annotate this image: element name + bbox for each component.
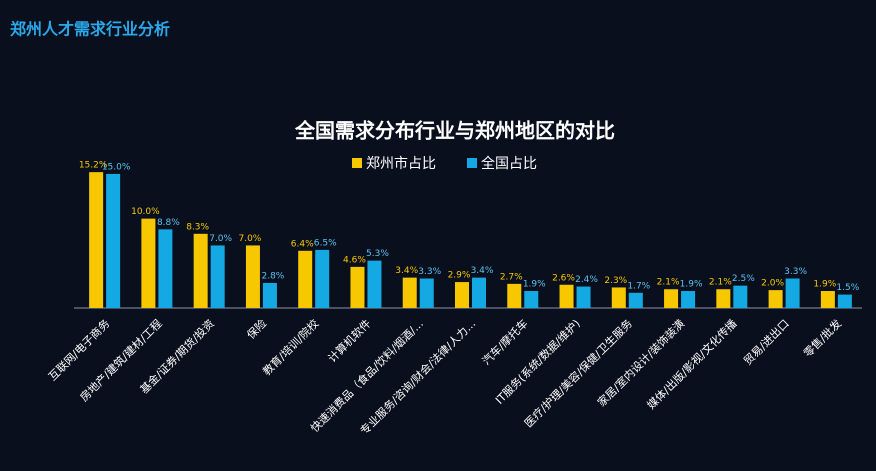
bar [158,229,173,308]
value-label: 3.4% [471,266,494,276]
value-label: 2.8% [261,271,284,281]
chart-title: 全国需求分布行业与郑州地区的对比 [294,119,615,143]
value-label: 2.6% [552,273,575,283]
value-label: 10.0% [131,207,160,217]
value-label: 1.7% [627,281,650,291]
bar [507,283,522,308]
value-label: 2.7% [500,272,523,282]
value-label: 7.0% [238,234,261,244]
legend-swatch [467,158,477,168]
value-label: 3.3% [784,267,807,277]
bar [559,284,574,308]
value-label: 1.9% [680,280,703,290]
bar [472,277,486,308]
value-label: 3.3% [418,267,441,277]
bar [524,291,539,308]
bar [419,278,434,308]
value-label: 4.6% [343,255,366,265]
value-label: 2.9% [448,271,471,281]
value-label: 2.0% [761,279,784,289]
value-label: 8.8% [157,218,180,228]
value-label: 8.3% [186,222,209,232]
bar [262,282,277,308]
bar [315,249,330,308]
legend-label: 全国占比 [481,155,537,172]
bar [733,285,748,308]
value-label: 7.0% [209,234,232,244]
value-label: 2.5% [732,274,755,284]
bar [106,173,121,308]
bar [820,291,835,308]
bar [402,277,417,308]
bar [681,291,696,308]
value-label: 2.1% [657,278,680,288]
bar [141,218,156,308]
value-label: 15.2% [79,161,108,171]
bar [785,278,800,308]
bar [611,287,626,308]
value-label: 1.9% [813,280,836,290]
value-label: 1.5% [836,283,859,293]
bar [367,260,382,308]
value-label: 6.5% [314,238,337,248]
bar [837,294,852,308]
bar [298,250,313,308]
value-label: 2.1% [709,278,732,288]
bar [716,289,731,308]
bar [664,289,679,308]
value-label: 15.0% [102,162,131,172]
value-label: 1.9% [523,280,546,290]
legend-label: 郑州市占比 [366,155,436,172]
value-label: 2.4% [575,275,598,285]
bar [245,245,260,308]
value-label: 6.4% [291,239,314,249]
bar [89,172,104,308]
value-label: 5.3% [366,249,389,259]
bar [455,282,469,308]
bar [193,233,208,308]
bar [576,286,591,308]
value-label: 3.4% [395,266,418,276]
bar [628,292,643,308]
value-label: 2.3% [604,276,627,286]
legend-swatch [352,158,362,168]
bar [210,245,225,308]
bar [350,266,365,308]
bar [768,290,783,308]
page-header: 郑州人才需求行业分析 [10,20,170,39]
